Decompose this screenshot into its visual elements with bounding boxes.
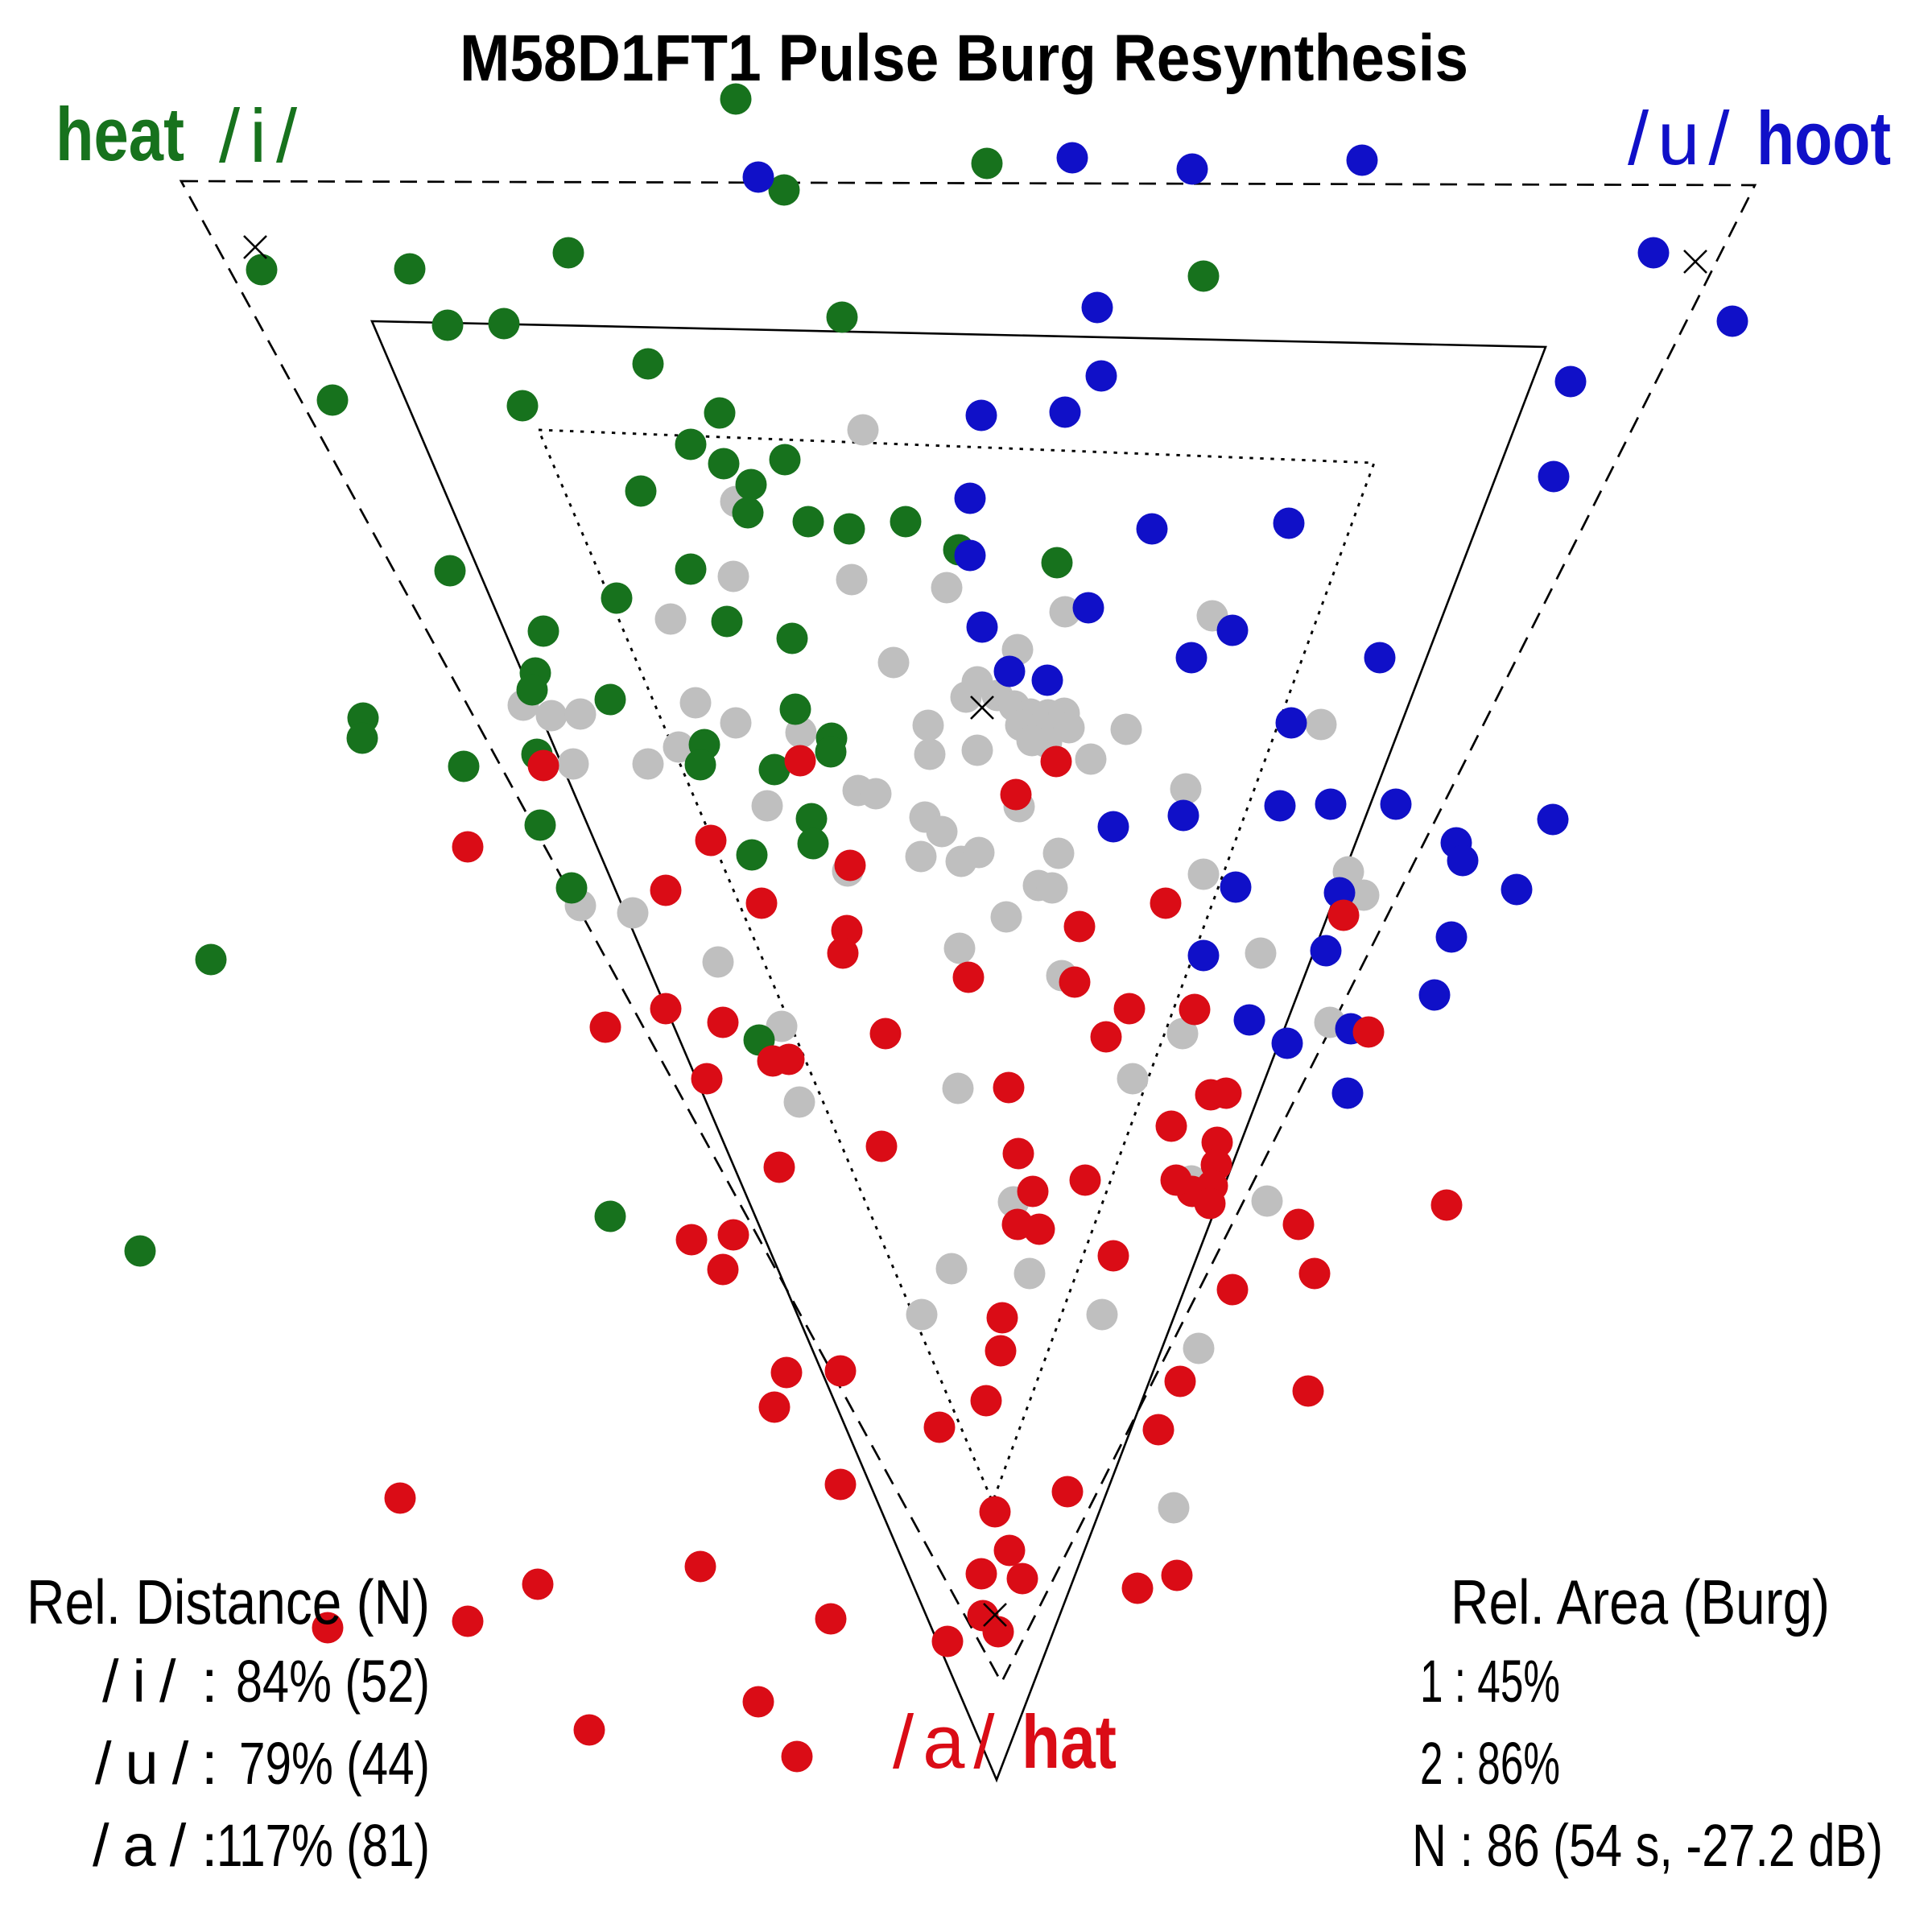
svg-text:/u/: /u/ [1628,96,1739,180]
svg-text:/i/: /i/ [102,1648,190,1715]
svg-text:Rel. Distance (N): Rel. Distance (N) [27,1567,430,1637]
svg-text:Rel. Area (Burg): Rel. Area (Burg) [1451,1567,1830,1637]
svg-text:1 : 45%: 1 : 45% [1420,1648,1560,1715]
svg-text:M58D1FT1 Pulse Burg Resynthesi: M58D1FT1 Pulse Burg Resynthesis [460,22,1468,95]
svg-text:117% (81): 117% (81) [217,1812,430,1879]
svg-text:2 : 86%: 2 : 86% [1420,1730,1560,1797]
svg-text:N : 86 (54 s, -27.2 dB): N : 86 (54 s, -27.2 dB) [1412,1812,1883,1879]
svg-text:/i/: /i/ [219,93,307,178]
svg-text:79% (44): 79% (44) [239,1730,430,1797]
svg-text:heat: heat [56,92,184,176]
svg-text:hat: hat [1022,1699,1117,1784]
svg-text::: : [201,1648,218,1715]
svg-text::: : [201,1730,218,1797]
svg-text:/a/: /a/ [93,1812,200,1879]
svg-text:84% (52): 84% (52) [236,1648,430,1715]
svg-text:hoot: hoot [1757,96,1891,180]
svg-text:/a/: /a/ [893,1699,1004,1784]
svg-text:/u/: /u/ [95,1730,202,1797]
svg-text::: : [201,1812,218,1879]
